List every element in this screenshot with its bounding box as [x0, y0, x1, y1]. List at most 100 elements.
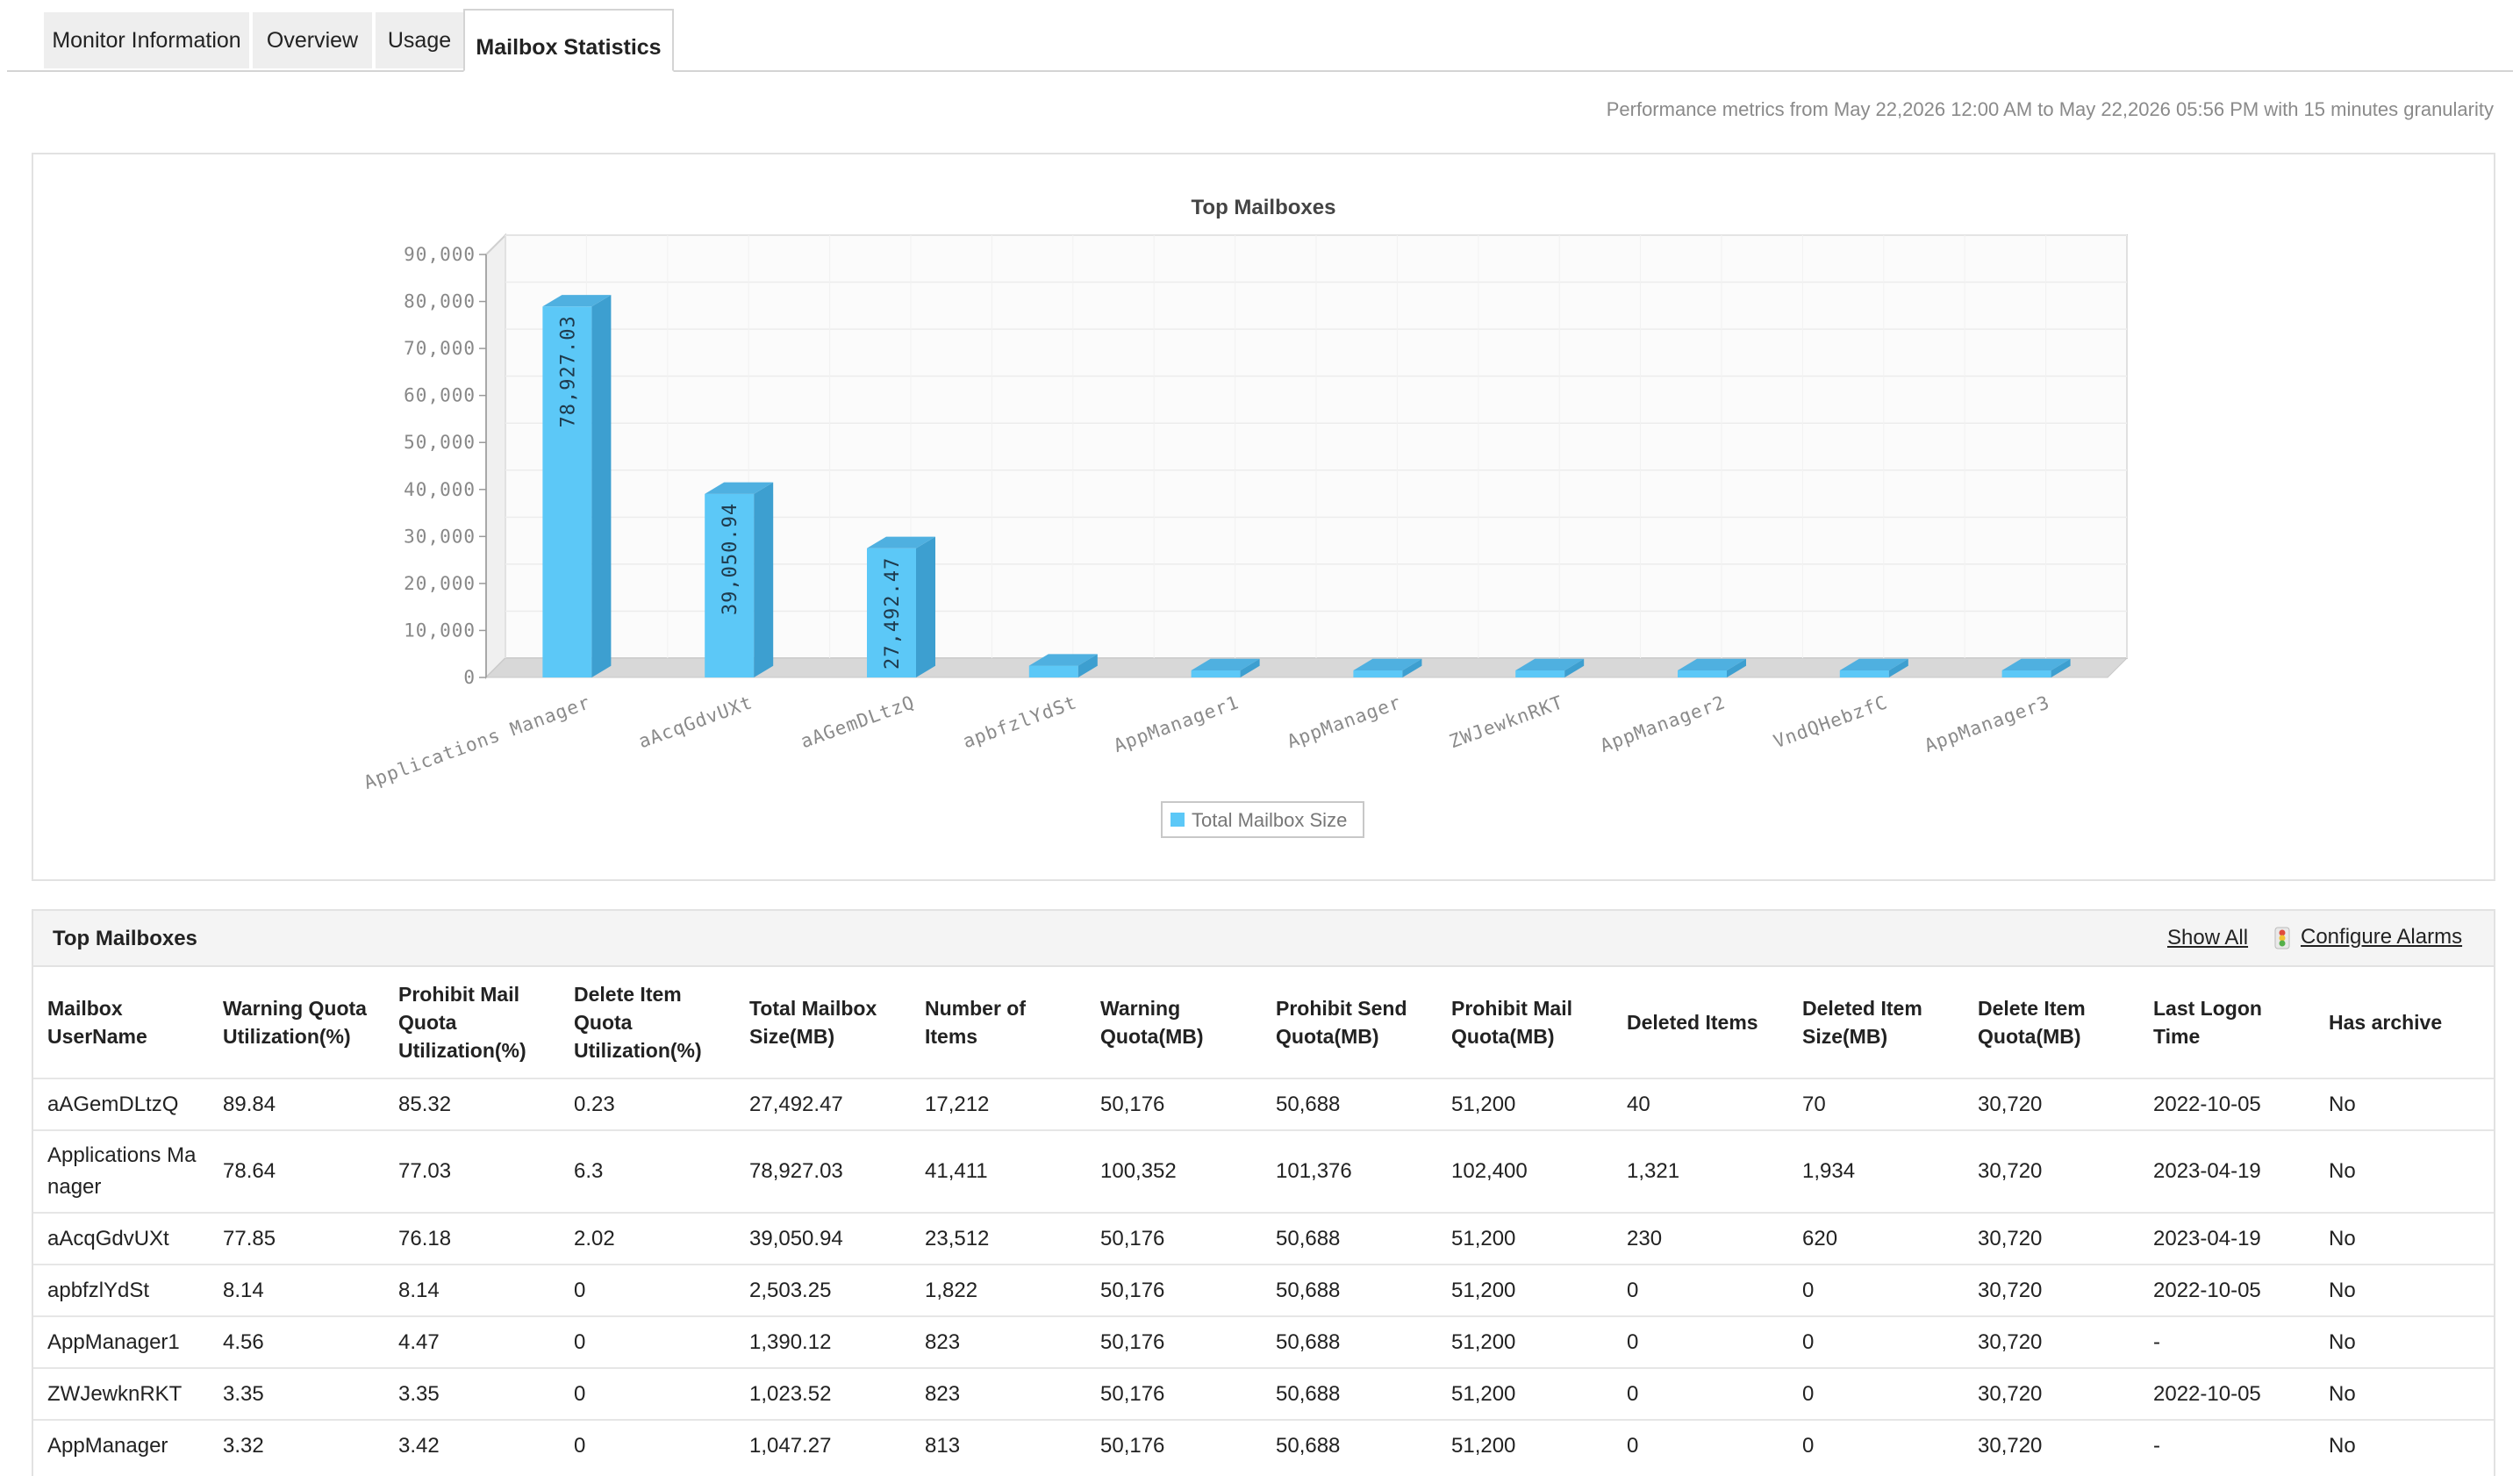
table-cell: 230 — [1613, 1212, 1788, 1265]
table-cell: 40 — [1613, 1078, 1788, 1130]
column-header[interactable]: Deleted Item Size(MB) — [1802, 997, 1922, 1048]
table-cell: 51,200 — [1437, 1367, 1613, 1420]
column-header[interactable]: Has archive — [2329, 1011, 2443, 1034]
table-cell: 50,688 — [1262, 1419, 1437, 1471]
table-cell: 0 — [1613, 1264, 1788, 1316]
column-header[interactable]: Warning Quota Utilization(%) — [223, 997, 367, 1048]
bar-side — [1240, 658, 1260, 677]
table-cell: 89.84 — [209, 1078, 384, 1130]
table-cell: 51,200 — [1437, 1419, 1613, 1471]
table-cell: 0 — [560, 1315, 735, 1368]
bar — [1353, 670, 1403, 677]
table-cell: 100,352 — [1086, 1129, 1262, 1213]
table-cell: 2.02 — [560, 1212, 735, 1265]
table-cell: 0 — [1613, 1419, 1788, 1471]
x-axis-tick-label: AppManager1 — [1111, 691, 1242, 756]
configure-alarms-label: Configure Alarms — [2301, 925, 2463, 949]
column-header[interactable]: Warning Quota(MB) — [1100, 997, 1204, 1048]
column-header[interactable]: Delete Item Quota(MB) — [1978, 997, 2086, 1048]
table-cell: 2023-04-19 — [2139, 1129, 2315, 1213]
table-cell: 3.32 — [209, 1419, 384, 1471]
bar-data-label: 78,927.03 — [557, 315, 579, 427]
bar-top — [1353, 658, 1422, 670]
tab-monitor-information[interactable]: Monitor Information — [44, 12, 249, 68]
table-cell: 78.64 — [209, 1129, 384, 1213]
table-cell: 4.47 — [384, 1315, 560, 1368]
bar-top — [1191, 658, 1260, 670]
bar — [2001, 670, 2051, 677]
bar — [1839, 670, 1889, 677]
y-axis-tick-label: 60,000 — [404, 385, 476, 406]
table-cell: 27,492.47 — [735, 1078, 911, 1130]
table-cell: No — [2315, 1129, 2494, 1213]
table-cell: 51,200 — [1437, 1078, 1613, 1130]
table-cell: 41,411 — [911, 1129, 1086, 1213]
table-cell: 50,688 — [1262, 1315, 1437, 1368]
y-axis-tick-label: 0 — [463, 667, 476, 688]
chart-title: Top Mailboxes — [1192, 196, 1336, 219]
chart-panel: Top Mailboxes 0 10,000 20,000 30,000 40,000 50… — [32, 153, 2495, 881]
table-cell: 823 — [911, 1367, 1086, 1420]
bar-top — [867, 536, 935, 548]
table-cell: No — [2315, 1264, 2494, 1316]
bar — [542, 306, 592, 677]
column-header[interactable]: Last Logon Time — [2153, 997, 2262, 1048]
column-header[interactable]: Number of Items — [925, 997, 1026, 1048]
bar-side — [1077, 654, 1098, 677]
column-header[interactable]: Deleted Items — [1627, 1011, 1758, 1034]
column-header[interactable]: Delete Item Quota Utilization(%) — [574, 983, 702, 1062]
table-cell: 30,720 — [1964, 1212, 2139, 1265]
table-cell: 30,720 — [1964, 1419, 2139, 1471]
mailbox-username-cell: Applications Manager — [33, 1129, 209, 1213]
table-cell: 30,720 — [1964, 1315, 2139, 1368]
column-header[interactable]: Prohibit Mail Quota(MB) — [1451, 997, 1572, 1048]
table-cell: 3.42 — [384, 1419, 560, 1471]
tab-overview[interactable]: Overview — [253, 12, 372, 68]
table-cell: 3.35 — [384, 1367, 560, 1420]
table-cell: 1,023.52 — [735, 1367, 911, 1420]
table-cell: 50,176 — [1086, 1367, 1262, 1420]
tab-mailbox-statistics[interactable]: Mailbox Statistics — [463, 9, 674, 72]
table-cell: 30,720 — [1964, 1129, 2139, 1213]
column-header[interactable]: Prohibit Mail Quota Utilization(%) — [398, 983, 526, 1062]
table-cell: 2022-10-05 — [2139, 1367, 2315, 1420]
table-cell: 51,200 — [1437, 1264, 1613, 1316]
y-axis-tick-label: 50,000 — [404, 432, 476, 453]
table-cell: 2,503.25 — [735, 1264, 911, 1316]
show-all-link[interactable]: Show All — [2167, 926, 2249, 949]
bar — [1678, 670, 1727, 677]
table-cell: No — [2315, 1212, 2494, 1265]
tab-usage[interactable]: Usage — [376, 12, 463, 68]
column-header[interactable]: Prohibit Send Quota(MB) — [1276, 997, 1407, 1048]
table-row: apbfzlYdSt 8.14 8.14 0 2,503.25 1,822 50,176 50… — [33, 1264, 2494, 1316]
y-axis-tick-label: 30,000 — [404, 526, 476, 547]
mailbox-username-cell: apbfzlYdSt — [33, 1264, 209, 1316]
column-header[interactable]: Mailbox UserName — [47, 997, 147, 1048]
bar-side — [2051, 658, 2071, 677]
table-title: Top Mailboxes — [53, 927, 197, 950]
table-cell: 813 — [911, 1419, 1086, 1471]
table-cell: 50,688 — [1262, 1367, 1437, 1420]
table-cell: 50,176 — [1086, 1264, 1262, 1316]
table-cell: No — [2315, 1078, 2494, 1130]
table-cell: 85.32 — [384, 1078, 560, 1130]
y-axis-tick-label: 90,000 — [404, 244, 476, 265]
bar-top — [1028, 654, 1098, 666]
table-cell: 1,047.27 — [735, 1419, 911, 1471]
table-cell: 0 — [560, 1264, 735, 1316]
table-cell: 50,176 — [1086, 1315, 1262, 1368]
table-cell: 78,927.03 — [735, 1129, 911, 1213]
table-cell: 30,720 — [1964, 1264, 2139, 1316]
table-cell: 50,688 — [1262, 1078, 1437, 1130]
y-axis-tick-label: 40,000 — [404, 479, 476, 500]
y-axis-tick-label: 20,000 — [404, 573, 476, 594]
column-header[interactable]: Total Mailbox Size(MB) — [749, 997, 877, 1048]
bar-top — [1678, 658, 1746, 670]
tab-bar: Monitor Information Overview Usage Mailb… — [7, 7, 2513, 72]
table-cell: 620 — [1788, 1212, 1964, 1265]
table-cell: 1,822 — [911, 1264, 1086, 1316]
table-cell: No — [2315, 1315, 2494, 1368]
table-cell: 50,176 — [1086, 1212, 1262, 1265]
x-axis-tick-label: AppManager — [1285, 691, 1404, 752]
x-axis-tick-label: ZWJewknRKT — [1446, 691, 1565, 752]
